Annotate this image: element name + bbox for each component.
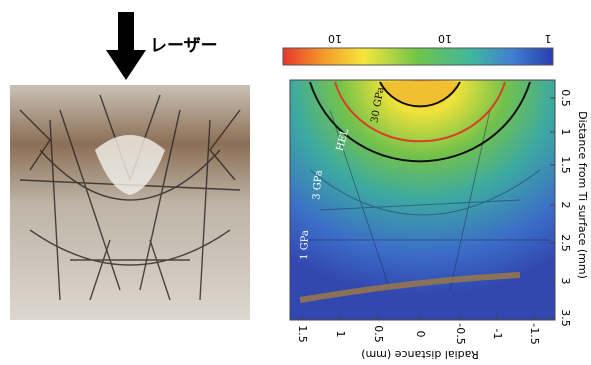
- x-tick-label: -1: [491, 329, 504, 340]
- y-axis-title: Distance from Ti surface (mm): [576, 111, 589, 279]
- x-tick-label: 0: [414, 331, 427, 338]
- laser-label: レーザー: [150, 36, 218, 56]
- x-tick-label: 0.5: [372, 325, 385, 343]
- x-axis-title: Radial distance (mm): [361, 348, 479, 361]
- y-tick-label: 1.5: [559, 156, 572, 174]
- y-tick-label: 0.5: [559, 89, 572, 107]
- laser-arrow: [106, 12, 146, 80]
- y-tick-label: 2: [559, 202, 572, 209]
- y-tick-label: 2.5: [559, 234, 572, 252]
- x-tick-label: 1: [334, 331, 347, 338]
- y-tick-label: 3.5: [559, 309, 572, 327]
- contour-label: 1 GPa: [299, 230, 311, 260]
- x-tick-label: 1.5: [296, 325, 309, 343]
- colorbar-tick-label: 10: [328, 32, 342, 45]
- x-tick-label: -0.5: [454, 323, 467, 344]
- colorbar: [283, 48, 553, 65]
- x-tick-label: -1.5: [528, 323, 541, 344]
- photo: [10, 85, 250, 320]
- y-tick-label: 3: [559, 278, 572, 285]
- figure: レーザー 1010130 GPaHEL3 GPa1 GPa0.511.522.5…: [0, 0, 591, 365]
- y-tick-label: 1: [559, 129, 572, 136]
- colorbar-tick-label: 10: [438, 32, 452, 45]
- colorbar-tick-label: 1: [545, 32, 552, 45]
